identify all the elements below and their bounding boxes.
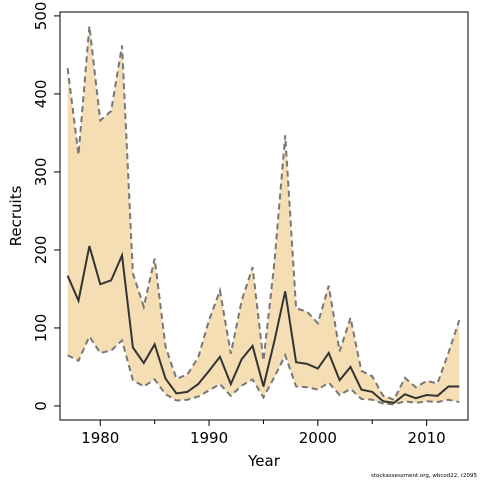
lower-bound-line	[67, 334, 460, 406]
plot-area	[66, 25, 461, 406]
y-tick-label: 200	[32, 236, 50, 265]
y-axis: 0 100 200 300 400 500	[32, 2, 60, 411]
recruits-estimate-line	[66, 245, 460, 404]
footnote: stockassessment.org, wbcod22, r2095	[371, 473, 477, 479]
plot-frame	[59, 11, 469, 421]
confidence-band	[67, 26, 460, 405]
y-tick-label: 400	[32, 80, 50, 109]
y-tick-label: 300	[32, 158, 50, 187]
upper-bound-line	[66, 25, 461, 401]
y-tick-label: 100	[32, 314, 50, 343]
y-tick-label: 500	[32, 2, 50, 31]
x-tick-label: 1990	[190, 429, 228, 447]
x-tick-label: 2010	[408, 429, 446, 447]
x-axis-title: Year	[247, 452, 281, 470]
x-tick-label: 1980	[81, 429, 119, 447]
y-axis-title: Recruits	[7, 185, 25, 246]
y-tick-label: 0	[32, 401, 50, 411]
x-axis: 1980 1990 2000 2010	[81, 420, 446, 447]
x-tick-label: 2000	[299, 429, 337, 447]
